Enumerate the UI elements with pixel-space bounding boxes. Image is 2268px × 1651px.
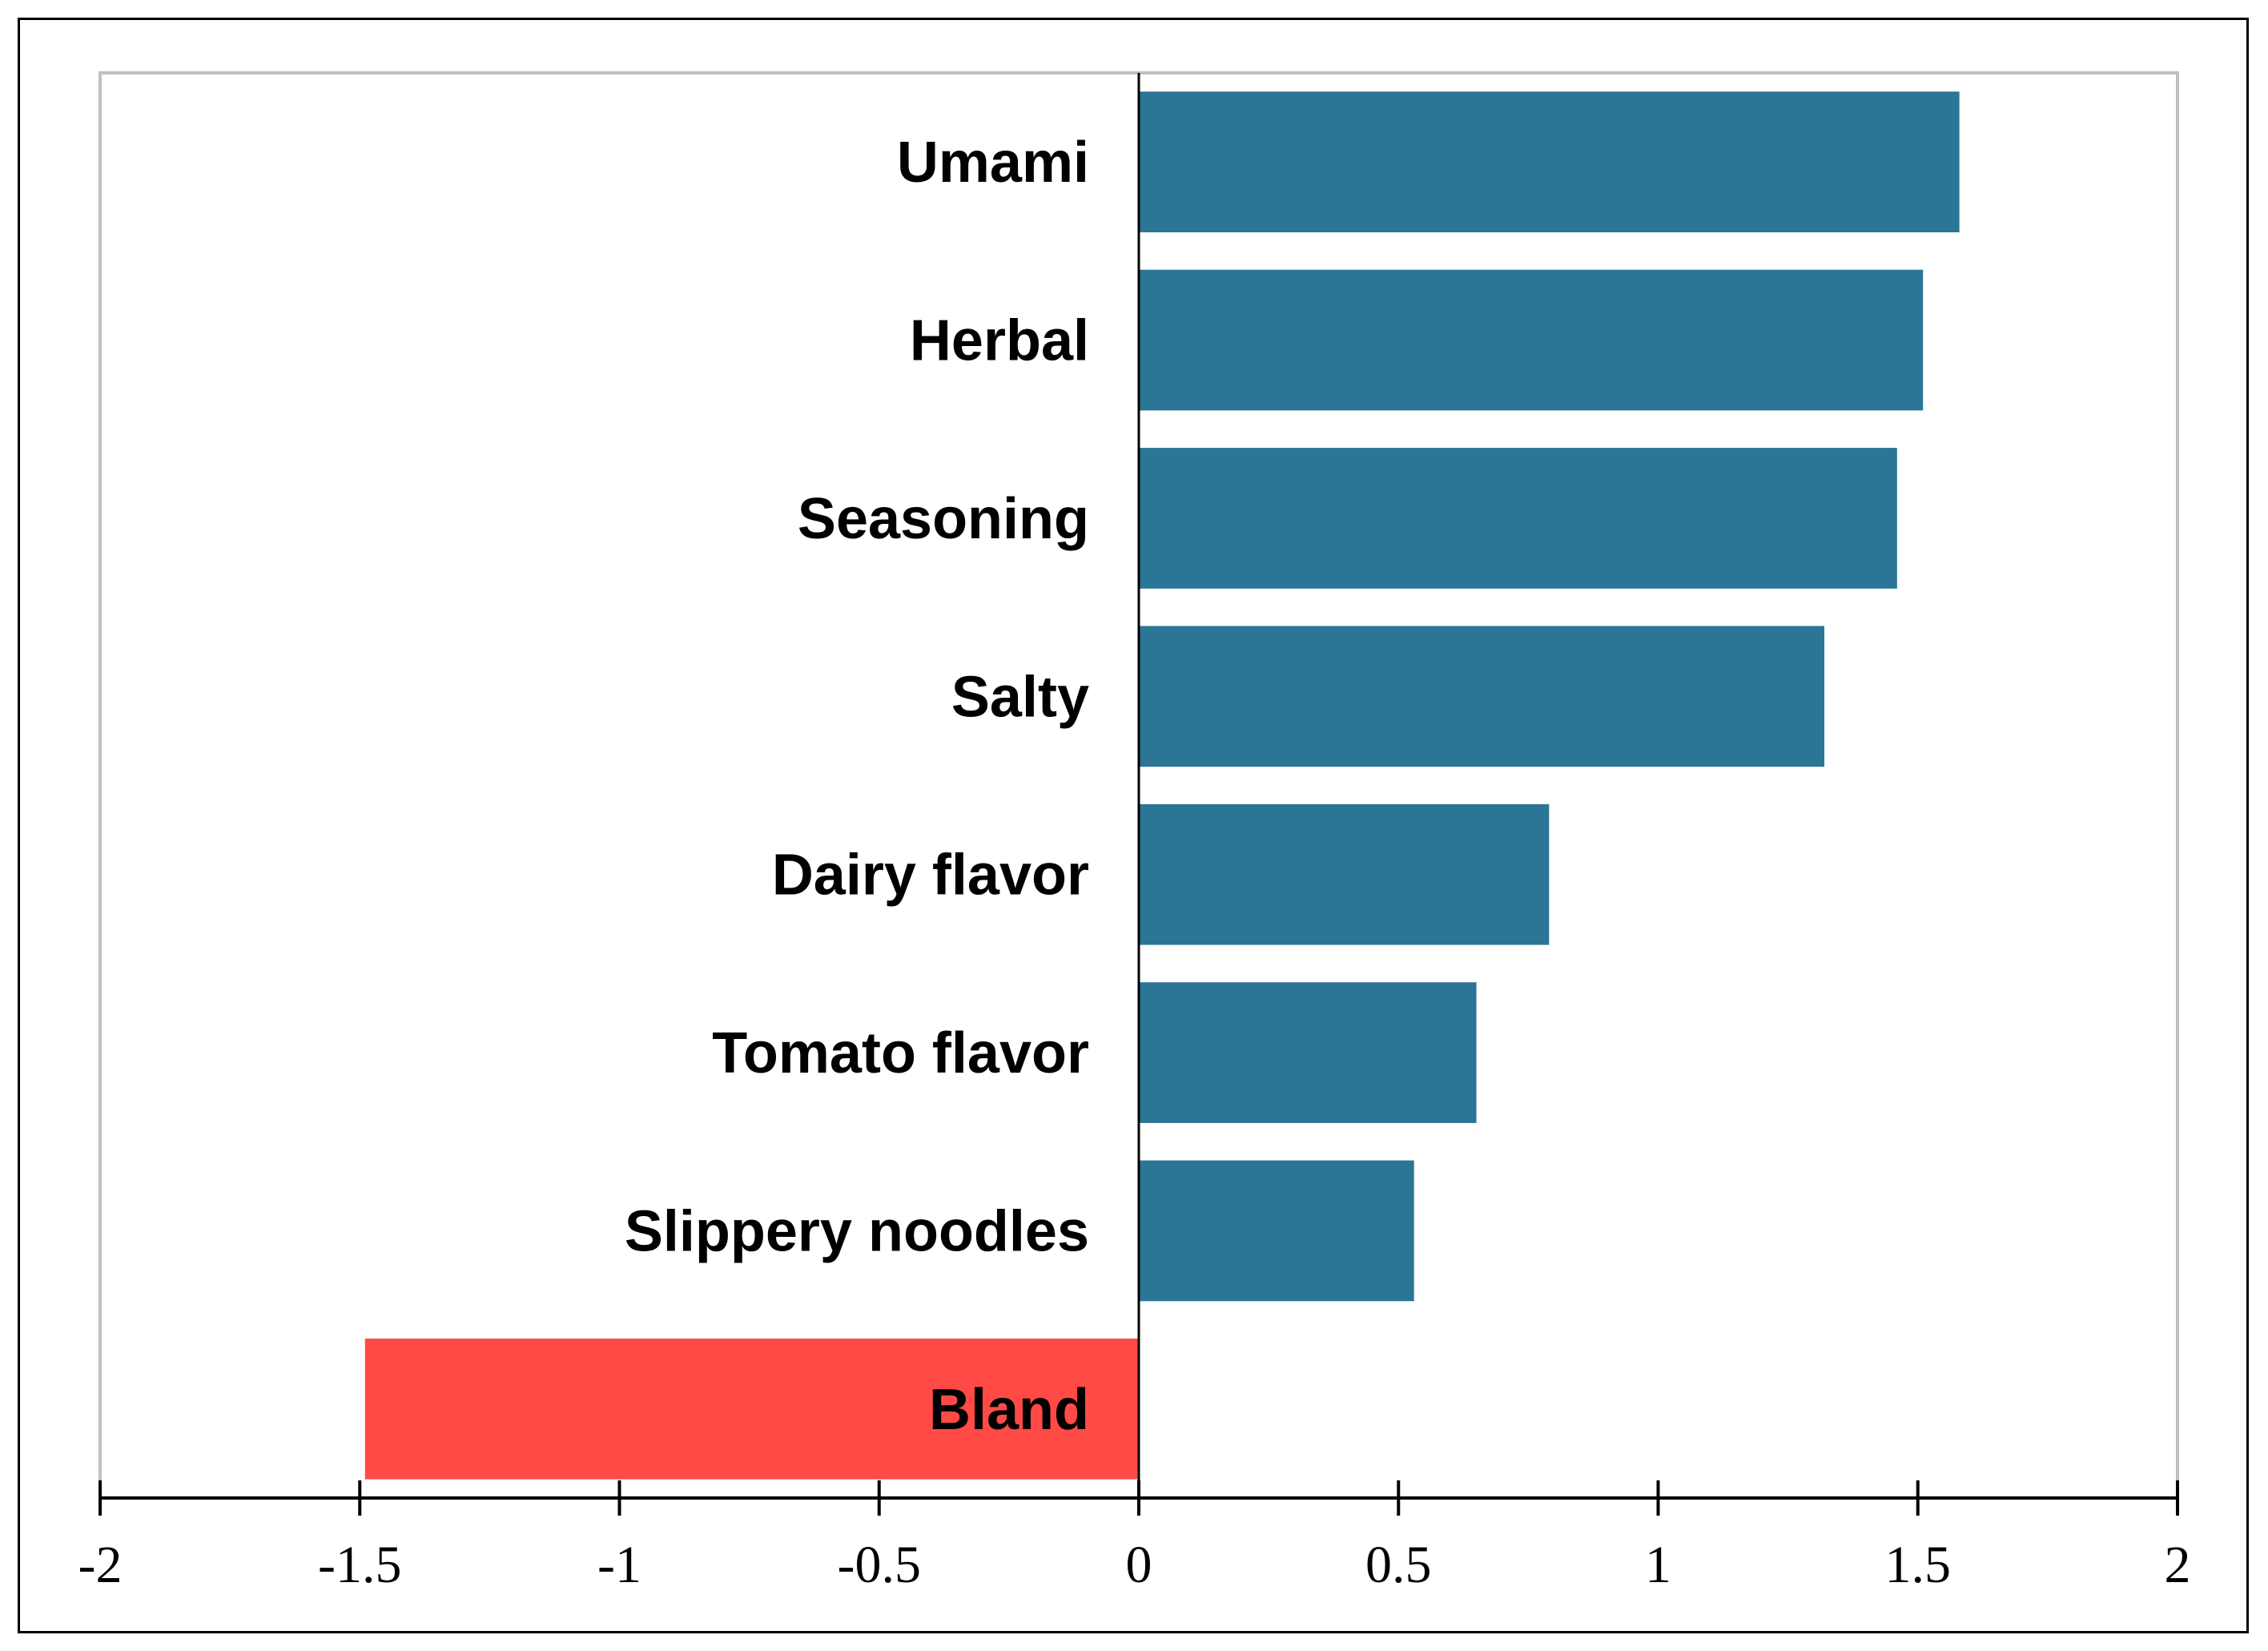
- category-label-umami: Umami: [897, 131, 1089, 195]
- category-label-slippery-noodles: Slippery noodles: [625, 1199, 1089, 1263]
- x-tick-label: -1.5: [318, 1536, 401, 1594]
- bar-herbal: [1139, 269, 1924, 411]
- category-label-seasoning: Seasoning: [798, 487, 1089, 551]
- bar-umami: [1139, 91, 1960, 233]
- bar-tomato-flavor: [1139, 982, 1477, 1123]
- category-label-salty: Salty: [951, 665, 1089, 729]
- bar-slippery-noodles: [1139, 1160, 1414, 1302]
- x-axis: -2 -1.5 -1 -0.5 0 0.5 1 1.5 2: [78, 73, 2191, 1594]
- x-tick-label: 0: [1126, 1536, 1152, 1594]
- bars: [364, 91, 1960, 1480]
- chart-frame: Umami Herbal Seasoning Salty Dairy flavor Tom…: [18, 18, 2249, 1633]
- bar-seasoning: [1139, 448, 1897, 589]
- x-tick-label: 0.5: [1365, 1536, 1432, 1594]
- bar-chart: Umami Herbal Seasoning Salty Dairy flavor Tom…: [78, 71, 2191, 1594]
- x-tick-label: -1: [597, 1536, 641, 1594]
- x-tick-label: 1.5: [1885, 1536, 1952, 1594]
- category-labels: Umami Herbal Seasoning Salty Dairy flavor Tom…: [625, 131, 1089, 1442]
- category-label-dairy-flavor: Dairy flavor: [772, 844, 1089, 908]
- category-label-herbal: Herbal: [910, 309, 1089, 373]
- x-tick-label: 2: [2165, 1536, 2191, 1594]
- bar-dairy-flavor: [1139, 803, 1550, 945]
- bar-bland: [364, 1338, 1139, 1480]
- category-label-tomato-flavor: Tomato flavor: [712, 1021, 1089, 1085]
- bar-salty: [1139, 626, 1825, 767]
- x-tick-label: 1: [1645, 1536, 1671, 1594]
- x-tick-label: -0.5: [838, 1536, 921, 1594]
- x-tick-label: -2: [78, 1536, 123, 1594]
- category-label-bland: Bland: [929, 1378, 1089, 1442]
